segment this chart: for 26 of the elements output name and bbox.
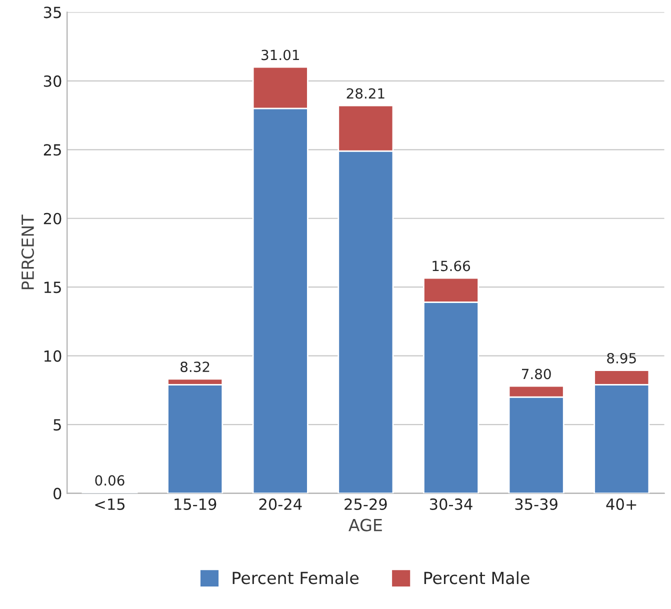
x-tick-label: 40+ xyxy=(606,498,636,510)
total-label: 31.01 xyxy=(262,50,299,60)
y-axis-title: PERCENT xyxy=(21,214,34,290)
y-tick-label: 30 xyxy=(44,75,62,87)
legend-label: Percent Female xyxy=(232,571,359,584)
y-tick-label: 35 xyxy=(44,6,61,18)
x-axis-title: AGE xyxy=(348,518,382,532)
y-tick-label: 20 xyxy=(44,212,62,224)
x-tick-label: 35-39 xyxy=(515,498,558,510)
x-tick-label: 30-34 xyxy=(430,498,472,510)
y-tick-label: 5 xyxy=(54,419,61,431)
total-label: 28.21 xyxy=(346,88,384,99)
y-tick-label: 0 xyxy=(54,488,62,500)
y-tick-label: 10 xyxy=(44,350,62,362)
x-tick-label: <15 xyxy=(95,498,125,510)
total-label: 7.80 xyxy=(522,368,551,380)
x-tick-label: 25-29 xyxy=(344,498,387,510)
total-label: 0.06 xyxy=(95,475,124,486)
x-tick-label: 20-24 xyxy=(259,498,302,510)
total-label: 15.66 xyxy=(432,260,470,272)
y-tick-label: 25 xyxy=(44,144,61,156)
legend-label: Percent Male xyxy=(424,571,530,584)
total-label: 8.32 xyxy=(180,362,210,372)
x-tick-label: 15-19 xyxy=(174,498,216,510)
y-tick-label: 15 xyxy=(44,282,61,294)
total-label: 8.95 xyxy=(607,352,636,364)
